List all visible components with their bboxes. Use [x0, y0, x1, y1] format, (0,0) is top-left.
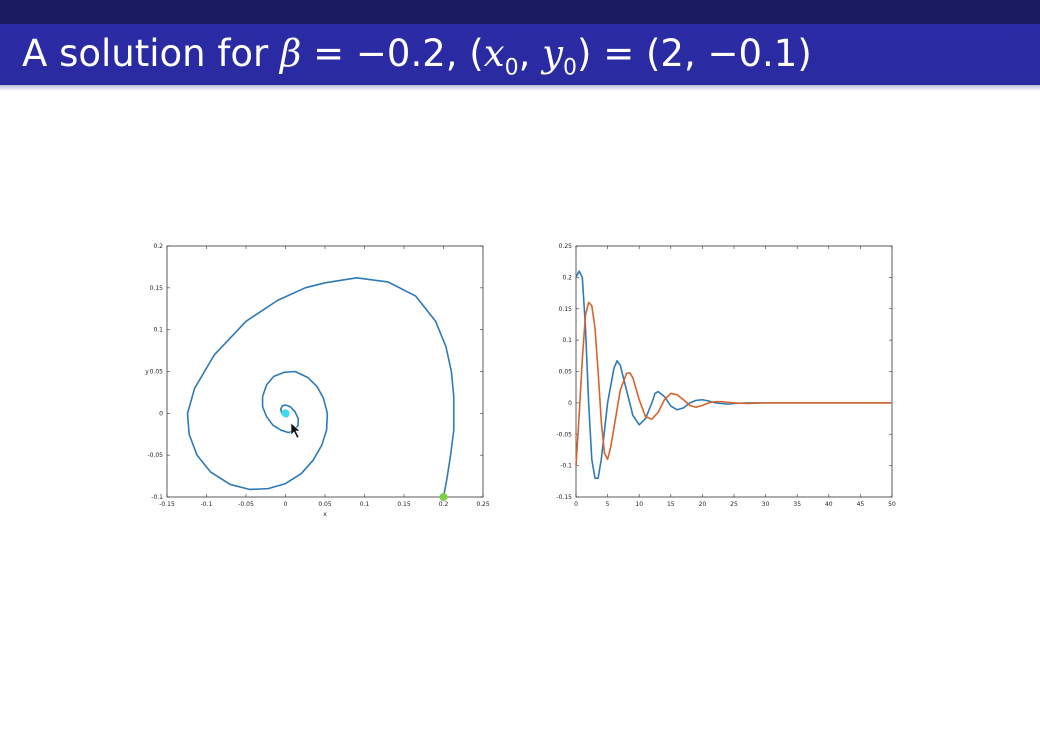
title-equals-2: ) = (2, −0.1) — [577, 32, 812, 75]
x-tick-label: 45 — [857, 501, 865, 508]
x-tick-label: 35 — [793, 501, 801, 508]
x-tick-label: 0.05 — [318, 501, 332, 508]
x-tick-label: 10 — [635, 501, 643, 508]
x-subscript: 0 — [504, 55, 519, 81]
series-line-1 — [575, 270, 892, 479]
plot-frame — [575, 245, 893, 498]
x-tick-label: 0.15 — [397, 501, 411, 508]
y-tick-label: -0.05 — [556, 431, 572, 438]
x-tick-label: -0.1 — [201, 501, 213, 508]
y-tick-label: 0.2 — [153, 243, 163, 250]
y-tick-label: 0.25 — [559, 243, 573, 250]
y-symbol: y — [542, 32, 564, 75]
title-bar — [0, 24, 1040, 85]
mouse-cursor-icon — [290, 422, 301, 439]
x-tick-label: 50 — [888, 501, 896, 508]
y-tick-label: 0 — [568, 400, 572, 407]
x-tick-label: 0 — [574, 501, 578, 508]
y-tick-label: 0.15 — [150, 285, 164, 292]
y-axis-label: y — [145, 369, 149, 376]
top-band — [0, 0, 1040, 24]
series-group — [186, 276, 455, 498]
y-tick-label: -0.05 — [147, 452, 163, 459]
y-tick-label: -0.1 — [560, 463, 572, 470]
x-axis-label: x — [323, 511, 327, 518]
x-symbol: x — [483, 32, 505, 75]
series-line-2 — [575, 301, 892, 466]
title-equals-1: = −0.2, ( — [301, 32, 484, 75]
x-tick-label: 0 — [284, 501, 288, 508]
series-line-1 — [186, 276, 455, 498]
y-tick-label: 0.15 — [559, 306, 573, 313]
y-tick-label: 0.1 — [562, 337, 572, 344]
x-tick-label: 25 — [730, 501, 738, 508]
title-separator: , — [518, 32, 543, 75]
x-tick-label: 20 — [699, 501, 707, 508]
title-prefix: A solution for — [22, 32, 280, 75]
x-tick-label: 0.2 — [439, 501, 449, 508]
x-tick-label: 40 — [825, 501, 833, 508]
start-point-marker — [439, 493, 448, 501]
beta-symbol: β — [280, 32, 302, 75]
y-tick-label: 0.05 — [150, 369, 164, 376]
x-tick-label: 0.1 — [360, 501, 370, 508]
x-tick-label: 15 — [667, 501, 675, 508]
y-tick-label: 0.1 — [153, 327, 163, 334]
y-tick-label: 0 — [159, 410, 163, 417]
y-subscript: 0 — [563, 55, 578, 81]
y-tick-label: 0.05 — [559, 369, 573, 376]
phase-portrait-chart: -0.15 -0.1 -0.05 0 0.05 0.1 0.15 0.2 0.25-0.1-0.… — [145, 243, 490, 518]
end-point-marker — [281, 409, 290, 418]
x-tick-label: -0.15 — [159, 501, 175, 508]
x-tick-label: -0.05 — [238, 501, 254, 508]
x-tick-label: 5 — [606, 501, 610, 508]
x-tick-label: 30 — [762, 501, 770, 508]
x-tick-label: 0.25 — [476, 501, 490, 508]
slide-title: A solution for β = −0.2, (x0, y0) = (2, … — [22, 32, 812, 80]
plot-frame — [166, 245, 484, 498]
y-tick-label: -0.15 — [556, 494, 572, 501]
y-tick-label: -0.1 — [151, 494, 163, 501]
time-series-chart: 0 5 10 15 20 25 30 35 40 45 50 -0.15 -0.1 -0.05 0 0.05 0… — [556, 243, 896, 508]
title-bar-shadow — [0, 85, 1040, 91]
y-tick-label: 0.2 — [562, 274, 572, 281]
series-group — [575, 270, 892, 479]
